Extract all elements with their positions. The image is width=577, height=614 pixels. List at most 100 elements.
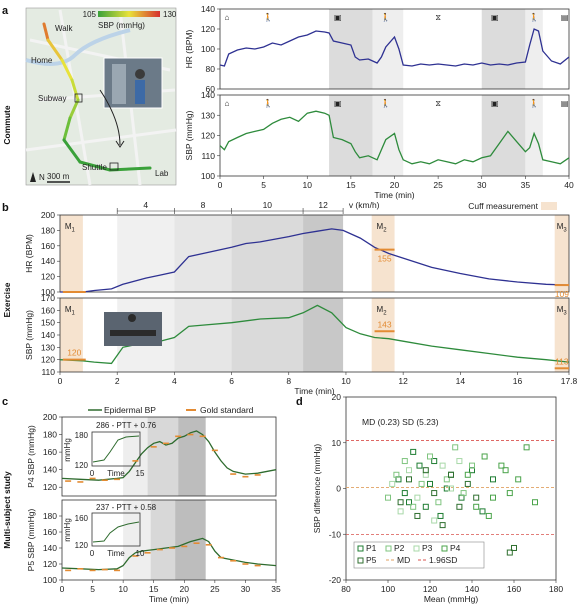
x-tick-label: 35: [271, 584, 281, 594]
x-tick-label: 20: [390, 180, 400, 190]
point-p3: [406, 467, 412, 474]
home-icon: ⌂: [225, 99, 230, 108]
point-p2: [469, 462, 475, 469]
y-tick-label: 10: [332, 438, 342, 448]
lab-icon: ▤: [561, 13, 569, 22]
shaded-band: [481, 95, 526, 176]
y-tick-label: 200: [43, 412, 57, 422]
point-p4: [473, 503, 480, 510]
side-label-commute: Commute: [2, 105, 12, 144]
point-p3: [448, 485, 454, 492]
point-p5: [506, 549, 513, 556]
point-p4: [506, 490, 513, 497]
point-p5: [456, 503, 463, 510]
inset-line: [92, 521, 140, 543]
y-tick-label: 110: [41, 367, 55, 377]
panel-label-a: a: [2, 5, 9, 17]
y-tick-label: 80: [206, 64, 216, 74]
speed-label: 8: [201, 200, 206, 210]
marker-label: M2: [377, 222, 388, 234]
cuff-legend-swatch: [541, 202, 557, 210]
chart-a-sbp: 100 110 120 130 140 0 5 10 15 20 25 30 35 40 SBP (mmHg…: [184, 90, 574, 200]
point-p1: [416, 462, 423, 469]
point-p1: [490, 476, 496, 483]
y-tick-label: 100: [201, 44, 215, 54]
plot-frame: [61, 499, 277, 581]
chart-c-p4: 120 140 160 180 200 P4 SBP (mmHg): [26, 412, 277, 497]
photo-runner-head: [128, 314, 136, 322]
y-tick-label: 120: [41, 355, 55, 365]
home-icon: ⌂: [225, 13, 230, 22]
y-tick-label: 140: [43, 465, 57, 475]
inset-xtick: 10: [136, 549, 145, 558]
point-p2: [435, 499, 442, 506]
point-p3: [431, 517, 438, 524]
x-tick-label: 5: [90, 584, 95, 594]
point-p3: [397, 508, 404, 515]
x-tick-label: 0: [218, 180, 223, 190]
y-tick-label: 20: [332, 392, 342, 402]
map-route-segment: [70, 78, 80, 102]
inset-xlabel: Time: [107, 549, 125, 558]
map-arrow: [99, 89, 121, 146]
shuttle-icon: ▣: [491, 99, 499, 108]
marker-label: M1: [65, 305, 76, 317]
y-axis-label: P5 SBP (mmHg): [26, 509, 36, 572]
walk-icon: 🚶: [381, 12, 391, 22]
point-p4: [490, 494, 496, 501]
legend-marker: [357, 545, 364, 552]
point-p5: [397, 499, 404, 506]
point-p5: [422, 467, 429, 474]
y-tick-label: 160: [43, 527, 57, 537]
panel-label-c: c: [2, 396, 8, 408]
cuff-legend-label: Cuff measurement: [468, 201, 538, 211]
point-p4: [464, 471, 471, 478]
map-route-segment: [60, 58, 74, 82]
point-p4: [498, 462, 505, 469]
inset-ytick: 180: [75, 431, 89, 440]
series-line: [60, 228, 570, 293]
point-p3: [414, 494, 421, 501]
walk-icon: 🚶: [263, 98, 273, 108]
inset-xtick: 15: [136, 469, 145, 478]
y-axis-label: SBP (mmHg): [184, 110, 194, 160]
colorbar: [98, 11, 160, 17]
point-p5: [431, 490, 438, 497]
inset-ytick: 160: [75, 514, 89, 523]
inset-frame: [91, 512, 141, 547]
point-p2: [443, 476, 450, 483]
map-route-segment: [42, 22, 50, 42]
chart-b-hr: 100 120 140 160 180 200 HR (BPM): [24, 210, 570, 297]
speed-label: 10: [263, 200, 273, 210]
x-tick-label: 10: [118, 584, 128, 594]
shaded-band: [231, 298, 304, 372]
panel-label-d: d: [296, 396, 303, 408]
plot-frame: [61, 416, 277, 497]
x-tick-label: 40: [564, 180, 574, 190]
x-tick-label: 2: [115, 376, 120, 386]
x-axis-label: Time (min): [294, 386, 334, 396]
point-p1: [437, 512, 444, 519]
legend-label: P3: [422, 543, 433, 553]
point-p2: [401, 458, 408, 465]
y-tick-label: -20: [329, 575, 342, 585]
inset-xtick: 0: [90, 549, 95, 558]
chart-a-hr: 60 80 100 120 140 HR (BPM): [184, 4, 570, 94]
legend-marker: [385, 545, 392, 552]
cuff-value: 113: [555, 356, 569, 366]
shaded-band: [372, 9, 404, 89]
walk-icon: 🚶: [529, 12, 539, 22]
label-north: N: [39, 173, 45, 182]
cuff-value: 109: [555, 289, 569, 299]
md-sd-annotation: MD (0.23) SD (5.23): [362, 417, 439, 427]
x-tick-label: 35: [521, 180, 531, 190]
map-route-segment: [68, 98, 80, 120]
label-shuttle: Shuttle: [82, 163, 107, 172]
side-label-multi: Multi-subject study: [2, 471, 12, 549]
y-tick-label: 140: [41, 330, 55, 340]
colorbar-min: 105: [83, 10, 97, 19]
x-tick-label: 4: [172, 376, 177, 386]
subway-icon: [74, 93, 83, 103]
y-tick-label: 140: [201, 90, 215, 100]
x-axis-label: Time (min): [374, 190, 414, 200]
